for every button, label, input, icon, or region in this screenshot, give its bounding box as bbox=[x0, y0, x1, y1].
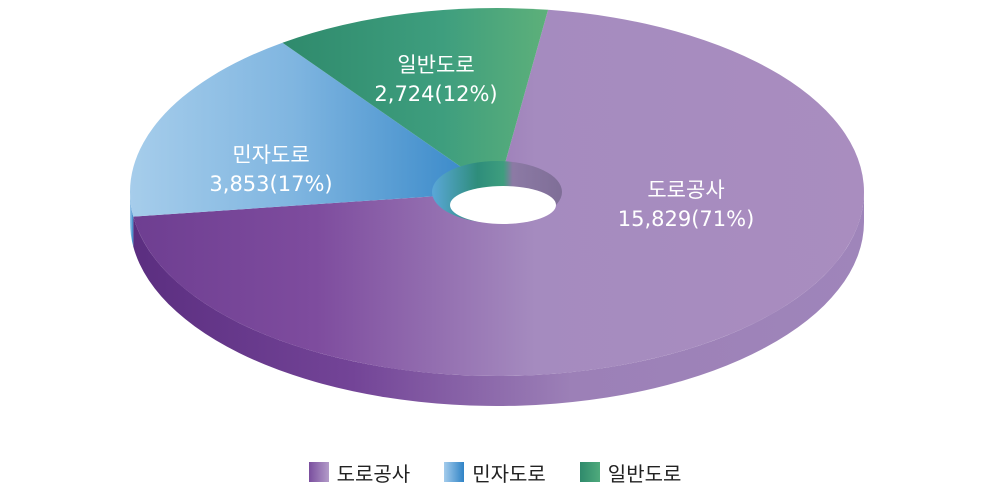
slice-label-name: 민자도로 bbox=[232, 143, 309, 167]
legend-swatch bbox=[308, 462, 329, 482]
slice-side-민자도로 bbox=[130, 192, 134, 247]
legend-swatch bbox=[579, 462, 600, 482]
legend-label: 도로공사 bbox=[336, 461, 411, 486]
slice-side-도로공사 bbox=[133, 192, 864, 407]
slice-label-value: 15,829(71%) bbox=[618, 207, 755, 231]
donut-side-walls bbox=[130, 192, 864, 407]
legend: 도로공사 민자도로 일반도로 bbox=[0, 455, 990, 489]
slice-민자도로 bbox=[130, 42, 497, 217]
slice-labels: 도로공사 15,829(71%) 민자도로 3,853(17%) 일반도로 2,724(1… bbox=[209, 53, 754, 231]
hole-opening bbox=[450, 186, 556, 224]
slice-label-value: 2,724(12%) bbox=[374, 82, 497, 106]
legend-item: 민자도로 bbox=[444, 458, 546, 487]
legend-swatch bbox=[444, 462, 465, 482]
slice-label-name: 일반도로 bbox=[397, 53, 474, 77]
slice-label-value: 3,853(17%) bbox=[209, 172, 332, 196]
legend-label: 일반도로 bbox=[607, 461, 682, 486]
slice-label-name: 도로공사 bbox=[647, 178, 724, 202]
slice-일반도로 bbox=[282, 7, 549, 192]
legend-item: 도로공사 bbox=[308, 458, 411, 487]
legend-label: 민자도로 bbox=[472, 461, 546, 486]
donut-hole bbox=[432, 161, 562, 224]
legend-item: 일반도로 bbox=[579, 458, 682, 487]
